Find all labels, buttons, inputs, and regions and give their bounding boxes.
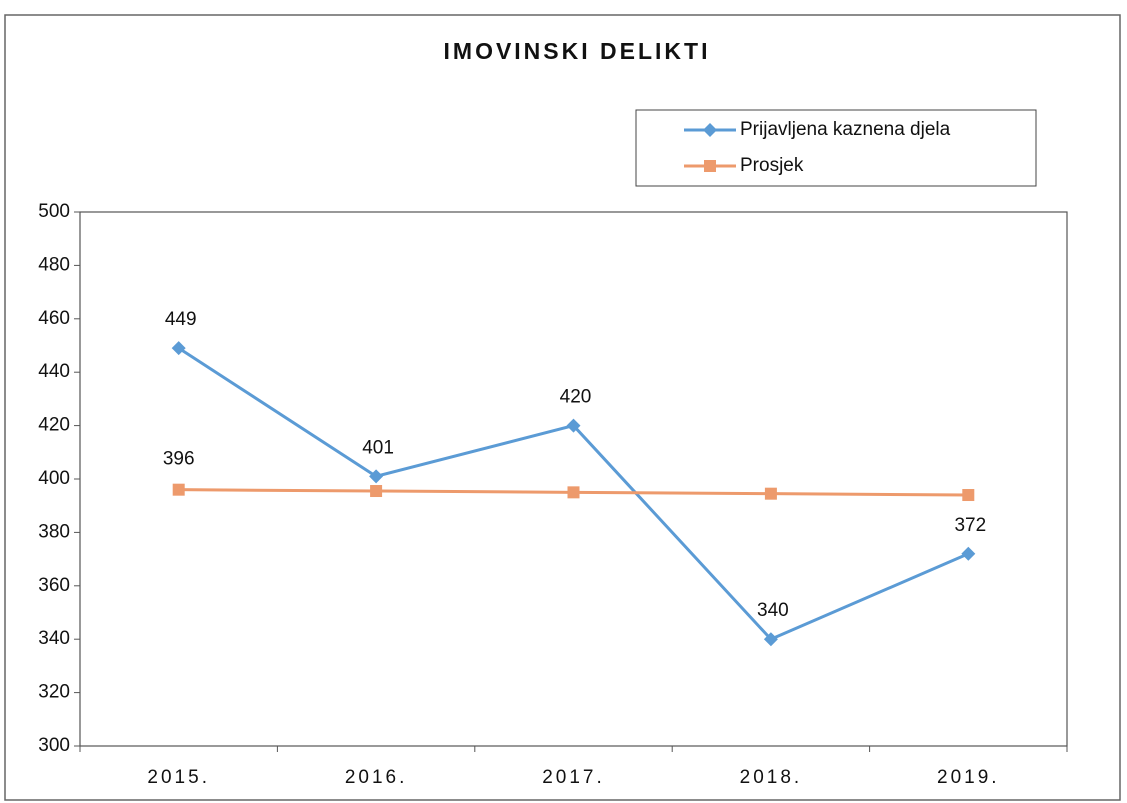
x-tick-label: 2015. (147, 767, 210, 788)
marker (370, 485, 383, 498)
y-tick-label: 300 (38, 735, 70, 756)
data-label: 449 (165, 309, 197, 330)
legend-marker (704, 160, 716, 172)
marker (764, 487, 777, 500)
marker (567, 486, 580, 499)
legend-label: Prosjek (740, 155, 804, 176)
x-tick-label: 2018. (740, 767, 803, 788)
data-label: 420 (560, 387, 592, 408)
legend-marker (703, 123, 717, 137)
data-label: 340 (757, 600, 789, 621)
marker (962, 489, 975, 502)
y-tick-label: 380 (38, 521, 70, 542)
y-tick-label: 440 (38, 361, 70, 382)
y-tick-label: 400 (38, 468, 70, 489)
y-tick-label: 420 (38, 415, 70, 436)
marker (961, 546, 976, 561)
y-tick-label: 360 (38, 575, 70, 596)
plot-area (79, 211, 1068, 747)
x-tick-label: 2017. (542, 767, 605, 788)
data-label: 401 (362, 437, 394, 458)
y-tick-label: 500 (38, 201, 70, 222)
marker (566, 418, 581, 433)
legend (635, 109, 1037, 187)
chart-title: IMOVINSKI DELIKTI (444, 38, 711, 64)
legend-label: Prijavljena kaznena djela (740, 119, 951, 140)
data-label: 396 (163, 449, 195, 470)
marker (369, 469, 384, 484)
y-tick-label: 460 (38, 308, 70, 329)
marker (763, 632, 778, 647)
chart-border (4, 14, 1121, 801)
marker (172, 483, 185, 496)
y-tick-label: 320 (38, 682, 70, 703)
x-tick-label: 2019. (937, 767, 1000, 788)
x-tick-label: 2016. (345, 767, 408, 788)
y-tick-label: 340 (38, 628, 70, 649)
marker (171, 341, 186, 356)
y-tick-label: 480 (38, 254, 70, 275)
data-label: 372 (954, 515, 986, 536)
